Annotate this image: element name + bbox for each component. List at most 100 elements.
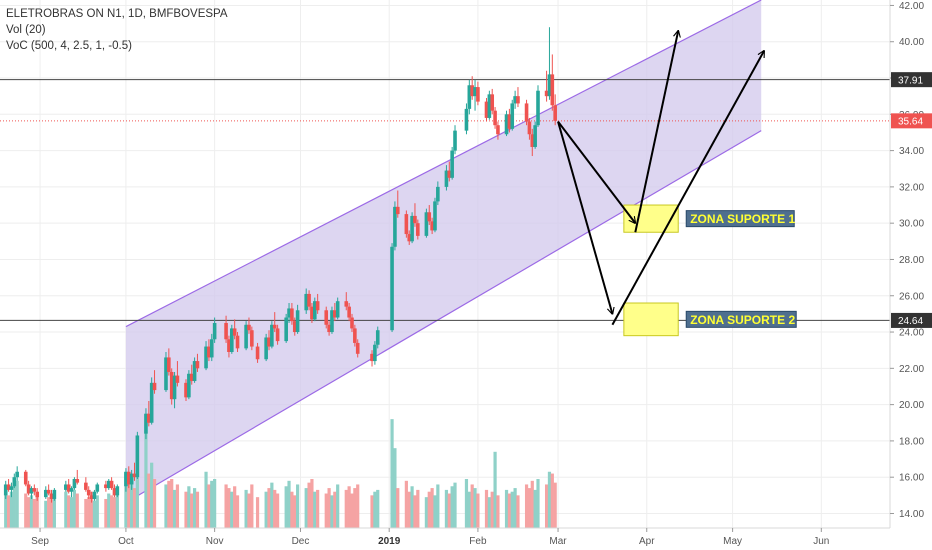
voc-indicator-label[interactable]: VoC (500, 4, 2.5, 1, -0.5) xyxy=(6,40,132,52)
volume-bar xyxy=(213,479,217,528)
volume-bar xyxy=(12,484,16,528)
candle xyxy=(327,321,331,336)
candle xyxy=(169,368,174,405)
candle-body xyxy=(195,361,200,369)
support-zone-label: ZONA SUPORTE 1 xyxy=(690,212,795,226)
volume-bar xyxy=(6,495,11,528)
volume-bar xyxy=(413,495,417,528)
candle xyxy=(172,371,177,409)
candle-body xyxy=(172,375,177,400)
price-tick-label: 30.00 xyxy=(899,219,924,230)
candle xyxy=(124,468,128,492)
price-tick-label: 32.00 xyxy=(899,182,924,193)
candle xyxy=(149,377,154,425)
time-axis[interactable]: Sep Oct Nov Dec 2019 Feb Mar Apr May Jun xyxy=(0,527,932,550)
candle xyxy=(335,297,340,320)
candle xyxy=(487,90,492,120)
candle xyxy=(324,306,329,329)
volume-bar xyxy=(204,471,208,528)
candle-body xyxy=(144,413,148,434)
candle-body xyxy=(189,373,194,382)
candle xyxy=(244,321,248,351)
candle xyxy=(147,400,151,427)
candle xyxy=(395,190,400,218)
price-tick-label: 42.00 xyxy=(899,1,924,12)
candle-body xyxy=(204,346,208,369)
volume-bar xyxy=(75,493,79,528)
candle-body xyxy=(187,373,191,398)
candle xyxy=(490,88,495,115)
volume-bar xyxy=(370,495,374,528)
candle xyxy=(393,201,397,251)
candle-body xyxy=(212,322,217,340)
candle xyxy=(284,313,288,343)
volume-bar xyxy=(115,488,119,528)
time-tick-label: May xyxy=(723,536,742,547)
candle-body xyxy=(290,308,294,322)
volume-bar xyxy=(127,484,131,528)
time-tick-label: Dec xyxy=(292,536,310,547)
price-tick-label: 24.00 xyxy=(899,328,924,339)
volume-bar xyxy=(47,497,51,528)
candle-body xyxy=(224,322,228,340)
volume-bar xyxy=(373,491,377,528)
volume-bar xyxy=(356,484,360,528)
candle-body xyxy=(175,375,180,383)
candle xyxy=(212,317,217,343)
projection-arrows xyxy=(557,31,764,326)
candle-body xyxy=(467,85,472,109)
volume-bar xyxy=(184,491,188,528)
candle-body xyxy=(550,74,555,106)
symbol-title[interactable]: ELETROBRAS ON N1, 1D, BMFBOVESPA xyxy=(6,8,228,20)
candle xyxy=(476,81,480,106)
candle-body xyxy=(444,170,449,187)
candle-body xyxy=(513,96,517,104)
volume-bar xyxy=(293,495,297,528)
volume-indicator-label[interactable]: Vol (20) xyxy=(6,24,46,36)
candle-body xyxy=(284,317,288,342)
candle xyxy=(72,477,77,490)
volume-bar xyxy=(327,488,331,528)
volume-bar xyxy=(187,486,191,528)
price-tick-label: 16.00 xyxy=(899,473,924,484)
volume-bar xyxy=(490,491,494,528)
volume-bar xyxy=(450,486,454,528)
support-zones: ZONA SUPORTE 1 ZONA SUPORTE 2 xyxy=(623,204,797,337)
volume-bar xyxy=(250,484,254,528)
volume-bar xyxy=(15,480,19,528)
candle xyxy=(292,317,297,336)
volume-bar xyxy=(132,488,137,528)
candle-body xyxy=(390,246,394,331)
volume-bar xyxy=(227,488,231,528)
volume-bar xyxy=(270,482,274,528)
candle xyxy=(232,319,237,340)
volume-bar xyxy=(316,489,320,528)
candle-body xyxy=(250,330,254,347)
volume-bar xyxy=(344,489,348,528)
candle xyxy=(115,484,120,498)
candle xyxy=(464,103,469,135)
candle xyxy=(524,99,529,126)
candle xyxy=(433,197,437,233)
volume-bar xyxy=(233,486,237,528)
price-axis[interactable]: 14.00 16.00 18.00 20.00 22.00 24.00 26.00 28.00… xyxy=(889,0,932,550)
volume-bar xyxy=(510,491,514,528)
candle-body xyxy=(207,346,211,358)
candle-body xyxy=(315,301,320,311)
candle-body xyxy=(235,335,240,349)
candle-body xyxy=(410,215,414,242)
candle-body xyxy=(404,214,409,235)
candle xyxy=(267,330,271,351)
candle-body xyxy=(527,121,532,135)
volume-bar xyxy=(287,480,291,528)
candle-body xyxy=(413,215,417,224)
price-tick-label: 40.00 xyxy=(899,37,924,48)
volume-bar xyxy=(275,493,280,528)
candle xyxy=(436,181,440,206)
channel-fill xyxy=(125,0,762,503)
volume-bar xyxy=(167,480,171,528)
candle-body xyxy=(330,310,334,333)
candle-body xyxy=(353,328,357,343)
volume-bar xyxy=(433,495,437,528)
